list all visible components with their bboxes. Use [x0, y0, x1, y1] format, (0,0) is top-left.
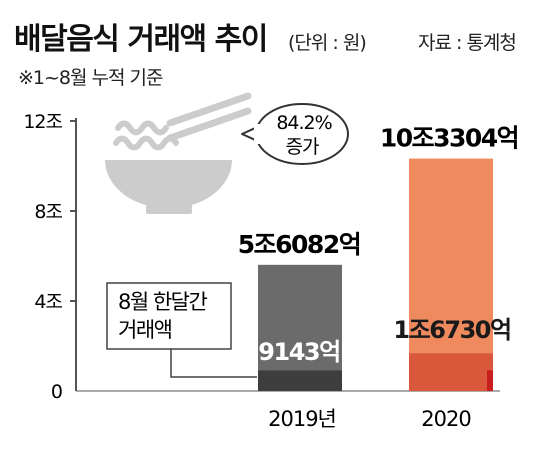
legend-callout-line2: 거래액: [118, 318, 172, 342]
bar-august-2020-edge: [487, 370, 493, 391]
y-tick-label: 0: [51, 381, 62, 403]
data-label-cumulative-2020: 10조3304억: [380, 124, 518, 153]
bar-august-2020: [409, 353, 493, 391]
y-tick-label: 4조: [34, 291, 62, 313]
chart-title: 배달음식 거래액 추이: [14, 22, 268, 57]
unit-label: (단위 : 원): [288, 32, 367, 54]
bar-cumulative-2020: [409, 158, 493, 391]
legend-callout-line1: 8월 한달간: [118, 290, 207, 314]
noodle-bowl-icon: [105, 92, 252, 214]
x-category-label: 2019년: [268, 407, 336, 431]
growth-percent: 84.2%: [276, 112, 331, 134]
bar-august-2019: [258, 370, 342, 391]
chart-subtitle: ※1~8월 누적 기준: [18, 67, 163, 89]
y-tick-label: 12조: [23, 111, 62, 133]
growth-word: 증가: [286, 136, 319, 158]
x-category-label: 2020: [421, 407, 470, 431]
data-label-cumulative-2019: 5조6082억: [238, 230, 360, 259]
growth-callout: 84.2% 증가: [241, 103, 349, 165]
data-label-august-2020: 1조6730억: [393, 316, 510, 344]
legend-callout: 8월 한달간 거래액: [106, 282, 257, 378]
bars: [258, 158, 493, 391]
bar-cumulative-2019: [258, 264, 342, 391]
data-label-august-2019: 9143억: [258, 338, 339, 366]
source-label: 자료 : 통계청: [418, 32, 517, 54]
y-tick-label: 8조: [34, 201, 62, 223]
